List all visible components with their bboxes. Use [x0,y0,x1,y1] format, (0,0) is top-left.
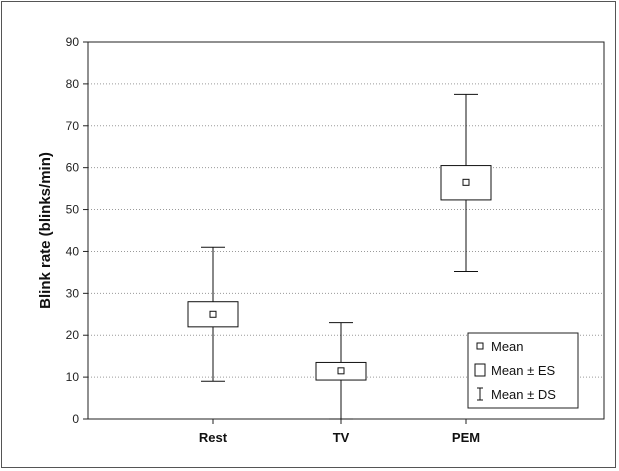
y-axis-label: Blink rate (blinks/min) [37,152,54,309]
legend-entry-mean: Mean [491,339,524,354]
mean-marker [462,178,470,186]
y-tick-label: 70 [66,119,80,133]
y-tick-label: 50 [66,203,80,217]
legend-ds-whisker-icon [477,387,483,401]
legend: Mean Mean ± ES Mean ± DS [467,332,579,409]
y-tick-label: 90 [66,35,80,49]
x-axis: Rest TV PEM [199,419,480,445]
legend-box [467,332,579,409]
y-tick-label: 60 [66,161,80,175]
x-tick-label: TV [333,430,350,445]
legend-entry-es: Mean ± ES [491,363,556,378]
mean-marker [209,310,217,318]
legend-entry-ds: Mean ± DS [491,387,556,402]
y-axis: 0 10 20 30 40 50 60 70 80 90 [66,35,88,426]
x-tick-label: Rest [199,430,228,445]
legend-mean-marker-icon [476,342,484,350]
y-tick-label: 30 [66,286,80,300]
box-marks [187,93,492,420]
y-tick-label: 0 [72,412,79,426]
legend-es-box-icon [474,363,486,377]
mean-marker [337,367,345,375]
y-tick-label: 10 [66,370,80,384]
x-tick-label: PEM [452,430,480,445]
y-tick-label: 80 [66,77,80,91]
y-tick-label: 40 [66,244,80,258]
y-tick-label: 20 [66,328,80,342]
